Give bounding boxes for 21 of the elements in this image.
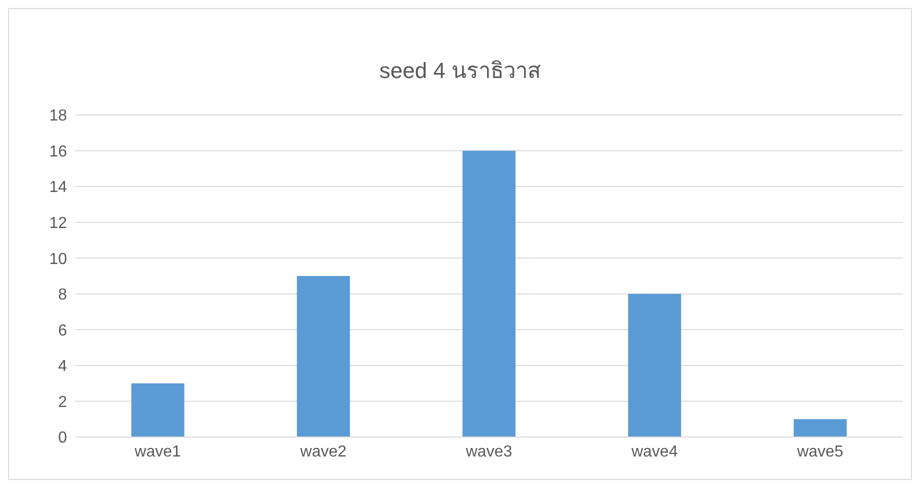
bar <box>296 276 350 437</box>
y-tick-label: 4 <box>58 358 68 376</box>
y-tick-label: 14 <box>49 179 68 196</box>
x-tick-label: wave1 <box>134 443 182 460</box>
x-tick-label: wave5 <box>796 443 844 460</box>
y-tick-label: 6 <box>58 322 68 340</box>
y-tick-label: 12 <box>49 215 68 232</box>
x-tick-label: wave4 <box>630 443 678 460</box>
y-tick-label: 8 <box>58 286 68 304</box>
bar <box>628 294 682 437</box>
y-tick-label: 18 <box>49 108 68 125</box>
x-tick-label: wave3 <box>464 443 512 460</box>
bar <box>131 383 184 437</box>
chart-title: seed 4 นราธิวาส <box>378 57 542 85</box>
bar <box>462 150 516 437</box>
bar <box>794 419 847 437</box>
x-tick-label: wave2 <box>299 443 347 460</box>
y-tick-label: 0 <box>58 430 68 447</box>
y-tick-label: 16 <box>49 143 68 160</box>
y-tick-label: 2 <box>58 394 68 411</box>
y-tick-label: 10 <box>49 250 68 268</box>
